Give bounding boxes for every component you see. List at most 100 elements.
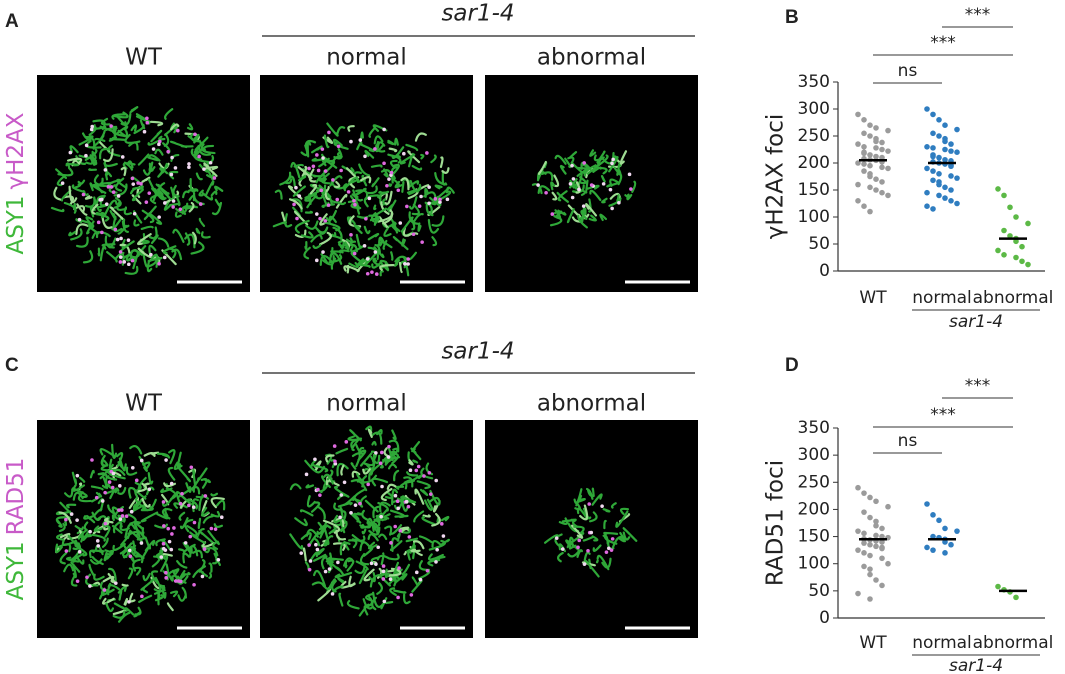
fiber [86, 220, 95, 235]
fiber [441, 170, 447, 186]
fiber [553, 209, 562, 220]
fiber [576, 549, 584, 558]
fiber [325, 209, 338, 222]
fiber [191, 231, 197, 245]
data-point [855, 141, 861, 147]
focus [342, 480, 347, 485]
fiber [187, 498, 199, 510]
fiber [70, 573, 78, 587]
fiber [143, 205, 157, 221]
fiber [182, 190, 190, 199]
fiber [379, 464, 384, 469]
fiber [394, 255, 408, 263]
focus [366, 482, 370, 487]
data-point [885, 165, 891, 172]
fiber [198, 217, 206, 228]
fiber [379, 264, 395, 271]
fiber [212, 541, 219, 550]
focus [427, 201, 431, 206]
fiber [134, 566, 142, 576]
fiber [203, 478, 211, 484]
focus [307, 567, 312, 572]
focus [132, 211, 137, 216]
fiber [56, 519, 63, 528]
focus [88, 529, 92, 534]
data-point [936, 154, 942, 161]
fiber [99, 147, 111, 160]
focus [536, 183, 540, 187]
fiber [153, 576, 162, 593]
data-point [873, 518, 879, 525]
fiber [89, 182, 94, 192]
fiber [378, 533, 388, 541]
fiber [134, 489, 139, 498]
fiber [597, 157, 605, 165]
significance-label: *** [930, 405, 956, 425]
fiber [569, 151, 578, 159]
y-axis-label: RAD51 foci [763, 460, 789, 586]
fiber [343, 176, 359, 190]
fiber [73, 202, 77, 211]
focus [349, 139, 353, 144]
focus [393, 524, 398, 529]
fiber [334, 571, 353, 579]
fiber [371, 260, 383, 269]
data-point [954, 126, 960, 133]
y-tick-label: 300 [798, 445, 830, 465]
fiber [103, 551, 109, 562]
fiber [148, 212, 163, 225]
focus [600, 504, 604, 508]
fiber [137, 476, 147, 491]
focus [164, 570, 168, 575]
fiber [188, 188, 199, 192]
data-point [924, 189, 930, 196]
fiber [631, 180, 637, 193]
fiber [109, 487, 120, 500]
fiber [361, 509, 370, 522]
fiber [199, 570, 209, 578]
fiber [359, 524, 372, 529]
fiber [102, 148, 114, 163]
fiber [197, 467, 208, 481]
fiber [319, 213, 328, 226]
fiber [170, 123, 180, 131]
fiber [402, 593, 411, 605]
focus [388, 577, 393, 582]
fiber [147, 472, 154, 485]
fiber [342, 183, 348, 192]
fiber [179, 494, 192, 506]
focus [173, 166, 178, 170]
data-point [1001, 192, 1007, 199]
data-point [936, 117, 942, 123]
data-point [867, 173, 873, 180]
fiber [363, 455, 375, 467]
fiber [615, 510, 629, 528]
fiber [292, 185, 306, 197]
focus [587, 502, 592, 506]
chromatin [289, 425, 450, 617]
focus [100, 230, 104, 235]
focus [187, 165, 191, 170]
fiber [290, 161, 301, 179]
fiber [100, 454, 109, 467]
focus [440, 522, 444, 526]
fiber [203, 162, 218, 177]
focus [170, 532, 174, 536]
fiber [353, 224, 363, 235]
fiber [192, 468, 197, 486]
fiber [622, 527, 638, 542]
fiber [344, 241, 350, 251]
fiber [410, 548, 421, 553]
fiber [313, 569, 327, 587]
fiber [88, 168, 98, 171]
fiber [358, 568, 368, 585]
fiber [329, 175, 343, 187]
fiber [320, 475, 331, 489]
fiber [371, 596, 378, 611]
fiber [355, 233, 362, 249]
fiber [337, 501, 353, 508]
focus [142, 129, 147, 134]
fiber [104, 517, 114, 524]
focus [212, 176, 217, 180]
fiber [384, 190, 393, 205]
